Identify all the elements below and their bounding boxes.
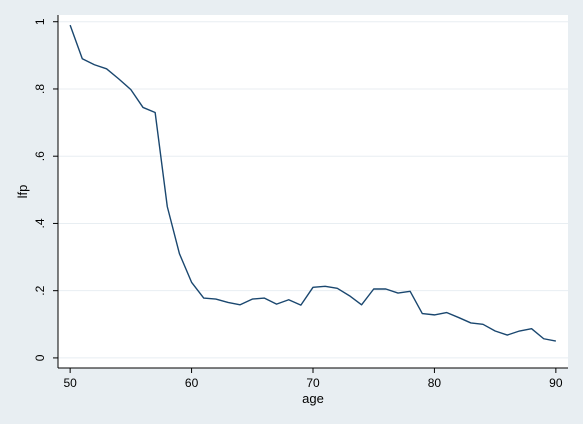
y-tick-label: .4 — [33, 218, 47, 228]
x-axis-ticks: 50 60 70 80 90 — [63, 368, 562, 390]
plot-area — [58, 15, 568, 368]
y-tick-label: 1 — [33, 18, 47, 25]
y-axis-title: lfp — [15, 185, 30, 199]
y-tick-label: .6 — [33, 151, 47, 161]
x-tick-label: 60 — [185, 376, 199, 390]
y-tick-label: .8 — [33, 84, 47, 94]
x-tick-label: 70 — [306, 376, 320, 390]
x-tick-label: 50 — [63, 376, 77, 390]
y-axis-ticks: 0 .2 .4 .6 .8 1 — [33, 18, 58, 361]
x-axis-title: age — [302, 391, 324, 406]
x-tick-label: 90 — [549, 376, 563, 390]
x-tick-label: 80 — [428, 376, 442, 390]
y-tick-label: 0 — [33, 354, 47, 361]
y-tick-label: .2 — [33, 285, 47, 295]
